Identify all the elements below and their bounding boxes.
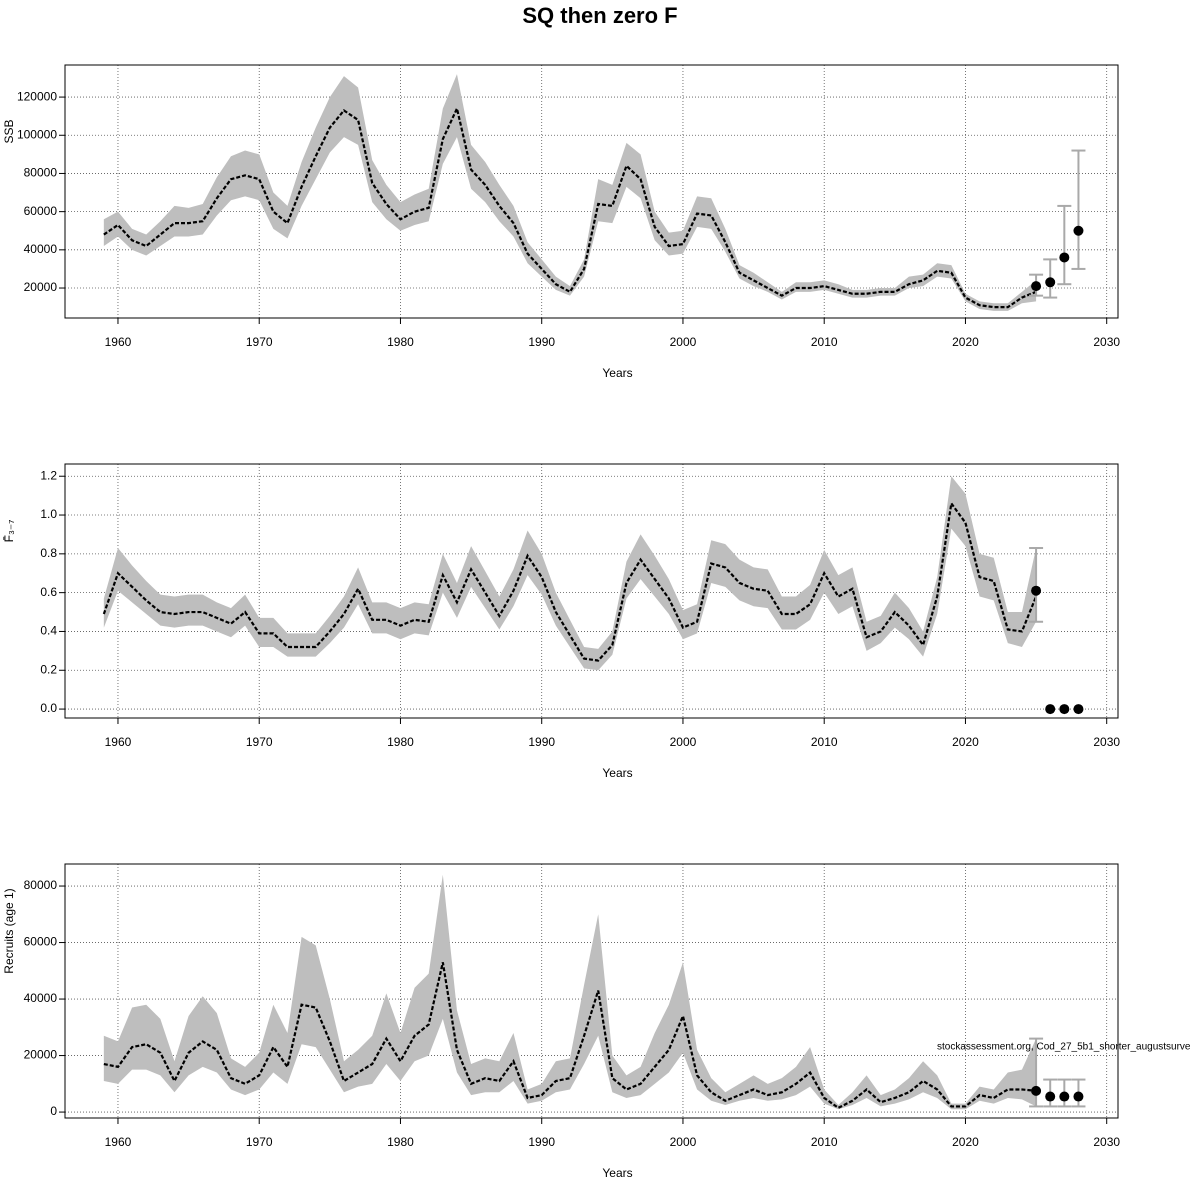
x-axis-label: Years — [602, 766, 632, 780]
y-tick-label: 20000 — [24, 280, 58, 294]
x-tick-label: 2000 — [670, 1135, 697, 1149]
y-tick-label: 120000 — [17, 89, 57, 103]
confidence-band — [103, 74, 1037, 311]
x-tick-label: 1960 — [105, 1135, 132, 1149]
x-tick-label: 2020 — [952, 735, 979, 749]
panel: 1960 1970 1980 1990 2000 2010 2020 2030 20000 400… — [2, 64, 1120, 380]
plot-frame — [64, 463, 1119, 719]
x-tick-label: 1960 — [105, 735, 132, 749]
x-tick-label: 2000 — [670, 335, 697, 349]
x-tick-label: 1980 — [387, 735, 414, 749]
x-tick-label: 1990 — [528, 735, 555, 749]
x-tick-label: 1970 — [246, 1135, 273, 1149]
estimate-line — [103, 105, 1037, 309]
forecast-point — [1059, 704, 1070, 715]
annotation: stockassessment.org, Cod_27_5b1_shorter_… — [937, 1042, 1191, 1053]
forecast-point — [1031, 1085, 1042, 1096]
y-tick-label: 0.8 — [40, 546, 57, 560]
y-tick-label: 40000 — [24, 991, 58, 1005]
x-tick-label: 1980 — [387, 335, 414, 349]
x-tick-label: 2030 — [1093, 335, 1120, 349]
x-tick-label: 1980 — [387, 1135, 414, 1149]
panel: 1960 1970 1980 1990 2000 2010 2020 2030 0.0 0.2 0.… — [2, 463, 1120, 780]
panel: 1960 1970 1980 1990 2000 2010 2020 2030 0 20000 40… — [2, 863, 1191, 1180]
estimate-line — [102, 500, 1038, 662]
x-tick-label: 2020 — [952, 335, 979, 349]
y-axis-label: F̄₃₋₇ — [2, 520, 16, 543]
confidence-band — [103, 476, 1037, 671]
y-tick-label: 1.2 — [40, 468, 57, 482]
x-tick-label: 1960 — [105, 335, 132, 349]
y-tick-label: 1.0 — [40, 507, 57, 521]
y-tick-label: 80000 — [24, 166, 58, 180]
x-tick-label: 2010 — [811, 335, 838, 349]
y-tick-label: 0 — [50, 1104, 57, 1118]
plot-frame — [64, 64, 1119, 319]
y-axis-label: SSB — [2, 119, 16, 143]
y-tick-label: 0.0 — [40, 701, 57, 715]
forecast-point — [1045, 704, 1056, 715]
x-tick-label: 2000 — [670, 735, 697, 749]
y-tick-label: 0.4 — [40, 624, 57, 638]
confidence-band — [103, 874, 1037, 1110]
figure-title: SQ then zero F — [522, 3, 677, 28]
forecast-point — [1031, 585, 1042, 596]
x-tick-label: 2020 — [952, 1135, 979, 1149]
forecast-point — [1073, 1091, 1084, 1102]
y-tick-label: 40000 — [24, 242, 58, 256]
forecast-point — [1059, 252, 1070, 263]
x-tick-label: 1990 — [528, 335, 555, 349]
y-tick-label: 20000 — [24, 1048, 58, 1062]
x-tick-label: 2010 — [811, 735, 838, 749]
x-tick-label: 2030 — [1093, 1135, 1120, 1149]
estimate-line — [103, 962, 1037, 1110]
x-tick-label: 1970 — [246, 335, 273, 349]
x-tick-label: 2030 — [1093, 735, 1120, 749]
y-tick-label: 0.6 — [40, 585, 57, 599]
y-tick-label: 80000 — [24, 878, 58, 892]
y-tick-label: 60000 — [24, 935, 58, 949]
y-tick-label: 60000 — [24, 204, 58, 218]
forecast-point — [1073, 225, 1084, 236]
x-tick-label: 1970 — [246, 735, 273, 749]
forecast-point — [1045, 1091, 1056, 1102]
y-tick-label: 100000 — [17, 127, 57, 141]
forecast-point — [1031, 281, 1042, 292]
y-tick-label: 0.2 — [40, 662, 57, 676]
x-axis-label: Years — [602, 366, 632, 380]
forecast-point — [1059, 1091, 1070, 1102]
y-axis-label: Recruits (age 1) — [2, 888, 16, 973]
forecast-point — [1073, 704, 1084, 715]
x-tick-label: 1990 — [528, 1135, 555, 1149]
x-tick-label: 2010 — [811, 1135, 838, 1149]
x-axis-label: Years — [602, 1166, 632, 1180]
plot-frame — [64, 863, 1119, 1119]
forecast-point — [1045, 277, 1056, 288]
